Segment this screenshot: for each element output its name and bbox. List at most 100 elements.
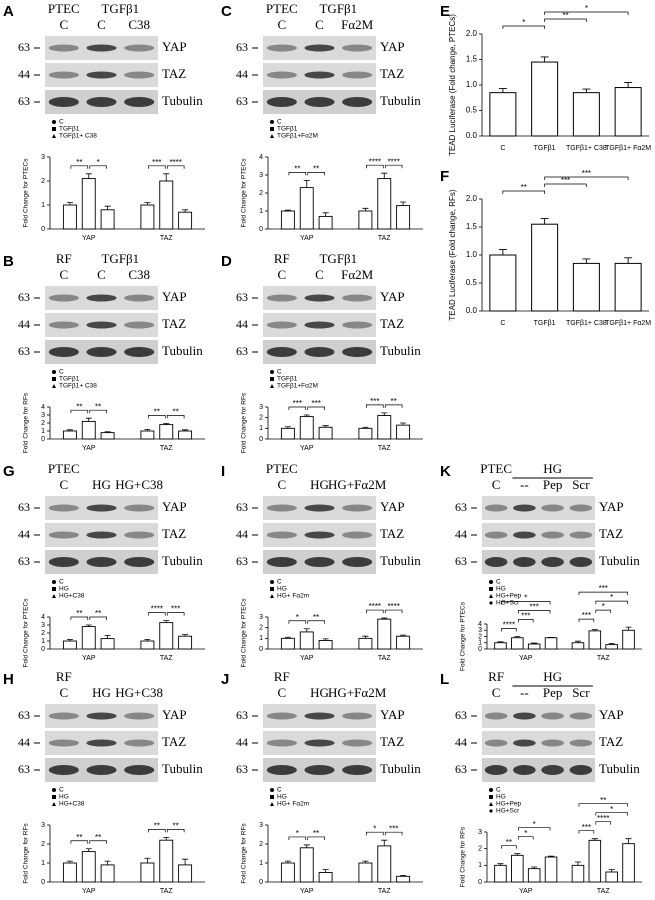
significance-label: *** [582, 611, 591, 620]
significance-label: * [533, 820, 536, 829]
blot-band [48, 294, 79, 302]
x-tick-label: YAP [82, 655, 96, 662]
bar [100, 432, 115, 440]
error-bar [284, 209, 291, 211]
significance-bracket [288, 172, 307, 176]
header-label: TGFβ1 [101, 1, 139, 16]
bar [299, 187, 314, 230]
significance-bracket [89, 165, 107, 169]
y-tick-label: 1 [41, 428, 45, 435]
error-bar [163, 423, 170, 425]
significance-bracket [307, 406, 325, 410]
bar [396, 205, 411, 230]
significance-bracket [544, 176, 629, 180]
panel-letter: C [221, 3, 232, 20]
significance-label: *** [561, 176, 570, 185]
error-bar [381, 412, 388, 416]
y-axis-label: Fold Change for RFs [241, 823, 248, 884]
significance-bracket [288, 406, 307, 410]
error-bar [608, 869, 615, 872]
bar [280, 427, 295, 440]
significance-bracket [595, 812, 628, 816]
significance-bracket [501, 601, 551, 605]
significance-label: *** [599, 584, 608, 593]
blot-band [342, 531, 373, 539]
blot-band [541, 531, 564, 539]
significance-bracket [578, 618, 595, 623]
blot-band [86, 504, 117, 512]
blot-band [266, 321, 297, 329]
blot-band [124, 504, 155, 512]
x-tick-label: TGFβ1+ C38 [566, 320, 607, 327]
significance-bracket [366, 404, 384, 408]
blot-band [86, 712, 117, 720]
y-tick-label: 0 [259, 646, 263, 653]
bar [62, 640, 77, 650]
x-tick-label: TGFβ1 [534, 320, 556, 327]
blot-band [124, 531, 155, 539]
error-bar [362, 860, 369, 863]
x-tick-label: TGFβ1+ Fα2M [605, 320, 651, 327]
protein-label: Tubulin [162, 93, 203, 108]
significance-bracket [89, 409, 107, 414]
blot-strip [482, 731, 595, 755]
significance-bracket [502, 25, 545, 29]
protein-label: Tubulin [380, 93, 421, 108]
mw-marker: 63 [455, 554, 467, 568]
protein-label: Tubulin [380, 553, 421, 568]
mw-marker: 44 [236, 527, 248, 541]
protein-label: YAP [599, 499, 624, 514]
error-bar [582, 88, 591, 93]
error-bar [163, 620, 170, 623]
y-tick-label: 2 [41, 841, 45, 848]
error-bar [322, 212, 329, 217]
mw-marker: 44 [18, 735, 30, 749]
significance-bracket [288, 620, 307, 624]
error-bar [303, 628, 310, 632]
blot-band [86, 347, 117, 357]
header-label: PTEC [48, 461, 80, 476]
error-bar [497, 863, 504, 866]
bar [62, 430, 77, 440]
lane-label: C [277, 685, 286, 700]
y-tick-label: 0.5 [466, 106, 478, 115]
y-tick-label: 1.0 [466, 80, 478, 89]
legend-label: C [59, 579, 64, 586]
bar [588, 839, 602, 883]
lane-label: C38 [128, 267, 150, 282]
protein-label: Tubulin [162, 761, 203, 776]
lane-label: C [59, 477, 68, 492]
error-bar [400, 874, 407, 877]
legend-label: HG [59, 586, 69, 593]
lane-label: C [492, 477, 501, 492]
blot-band [48, 557, 79, 567]
bar [489, 92, 517, 137]
significance-label: ** [313, 165, 319, 174]
lane-label: Scr [572, 685, 590, 700]
significance-bracket [578, 803, 628, 807]
significance-label: ** [76, 402, 82, 411]
header-label: RF [274, 669, 290, 684]
error-bar [548, 855, 555, 857]
significance-label: *** [171, 605, 180, 614]
protein-label: Tubulin [162, 553, 203, 568]
legend-symbol [52, 580, 56, 584]
y-tick-label: 3 [41, 412, 45, 419]
significance-bracket [70, 409, 89, 414]
protein-label: TAZ [162, 66, 186, 81]
protein-label: YAP [380, 289, 405, 304]
lane-label: C [277, 267, 286, 282]
bar [358, 427, 373, 440]
significance-label: * [296, 829, 299, 838]
significance-label: * [610, 805, 613, 814]
bar [544, 856, 558, 883]
y-tick-label: 2.0 [466, 29, 478, 38]
bar [572, 262, 600, 312]
error-bar [625, 838, 632, 844]
mw-marker: 63 [236, 40, 248, 54]
mw-marker: 63 [18, 94, 30, 108]
legend-label: TGFβ1 [59, 126, 80, 133]
protein-label: TAZ [162, 316, 186, 331]
legend-symbol [52, 788, 56, 792]
